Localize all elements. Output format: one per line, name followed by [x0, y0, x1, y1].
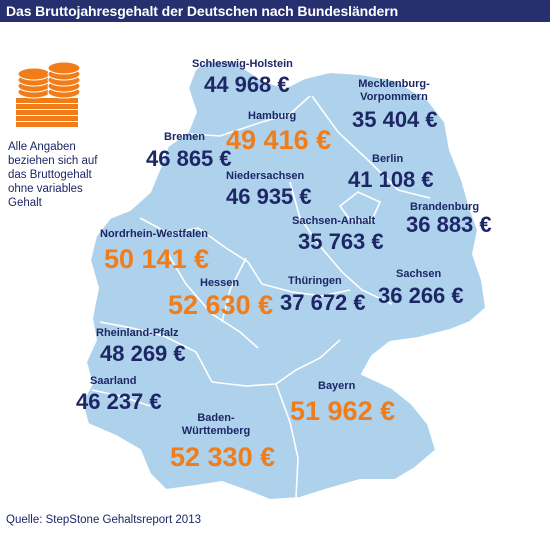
state-name-schleswig-holstein: Schleswig-Holstein — [192, 58, 293, 70]
salary-hamburg: 49 416 € — [226, 125, 332, 155]
salary-brandenburg: 36 883 € — [406, 212, 492, 237]
salary-thueringen: 37 672 € — [280, 290, 366, 315]
state-name-brandenburg: Brandenburg — [410, 201, 480, 213]
source-note: Quelle: StepStone Gehaltsreport 2013 — [6, 514, 201, 526]
state-borders — [91, 95, 431, 499]
salary-berlin: 41 108 € — [348, 167, 434, 192]
salary-baden-wuerttemberg: 52 330 € — [170, 442, 276, 472]
salary-sachsen: 36 266 € — [378, 283, 464, 308]
salary-saarland: 46 237 € — [76, 389, 162, 414]
germany-outline — [80, 58, 488, 502]
germany-map — [0, 22, 550, 508]
state-name-sachsen: Sachsen — [396, 268, 442, 280]
state-name-bremen: Bremen — [164, 131, 205, 143]
state-name-rheinland-pfalz: Rheinland-Pfalz — [96, 327, 179, 339]
state-name-mecklenburg-vorpommern: Mecklenburg- Vorpommern — [358, 78, 430, 103]
state-name-saarland: Saarland — [90, 375, 137, 387]
salary-schleswig-holstein: 44 968 € — [204, 72, 290, 97]
state-name-baden-wuerttemberg: Baden- Württemberg — [181, 412, 251, 437]
state-name-sachsen-anhalt: Sachsen-Anhalt — [292, 215, 376, 227]
salary-bremen: 46 865 € — [146, 146, 232, 171]
germany-map-shape — [80, 58, 488, 502]
state-name-hessen: Hessen — [200, 277, 240, 289]
salary-nordrhein-westfalen: 50 141 € — [104, 244, 210, 274]
state-name-berlin: Berlin — [372, 153, 404, 165]
state-name-thueringen: Thüringen — [288, 275, 342, 287]
note-text: Alle Angaben beziehen sich auf das Brutt… — [8, 141, 98, 209]
money-stack-icon — [16, 61, 81, 127]
state-name-hamburg: Hamburg — [248, 110, 297, 122]
state-name-nordrhein-westfalen: Nordrhein-Westfalen — [100, 228, 208, 240]
salary-niedersachsen: 46 935 € — [226, 184, 312, 209]
salary-mecklenburg-vorpommern: 35 404 € — [352, 107, 438, 132]
page-title: Das Bruttojahresgehalt der Deutschen nac… — [0, 0, 550, 22]
salary-bayern: 51 962 € — [290, 396, 396, 426]
salary-sachsen-anhalt: 35 763 € — [298, 229, 384, 254]
state-name-niedersachsen: Niedersachsen — [226, 170, 305, 182]
state-name-bayern: Bayern — [318, 380, 356, 392]
salary-hessen: 52 630 € — [168, 290, 274, 320]
salary-rheinland-pfalz: 48 269 € — [100, 341, 186, 366]
